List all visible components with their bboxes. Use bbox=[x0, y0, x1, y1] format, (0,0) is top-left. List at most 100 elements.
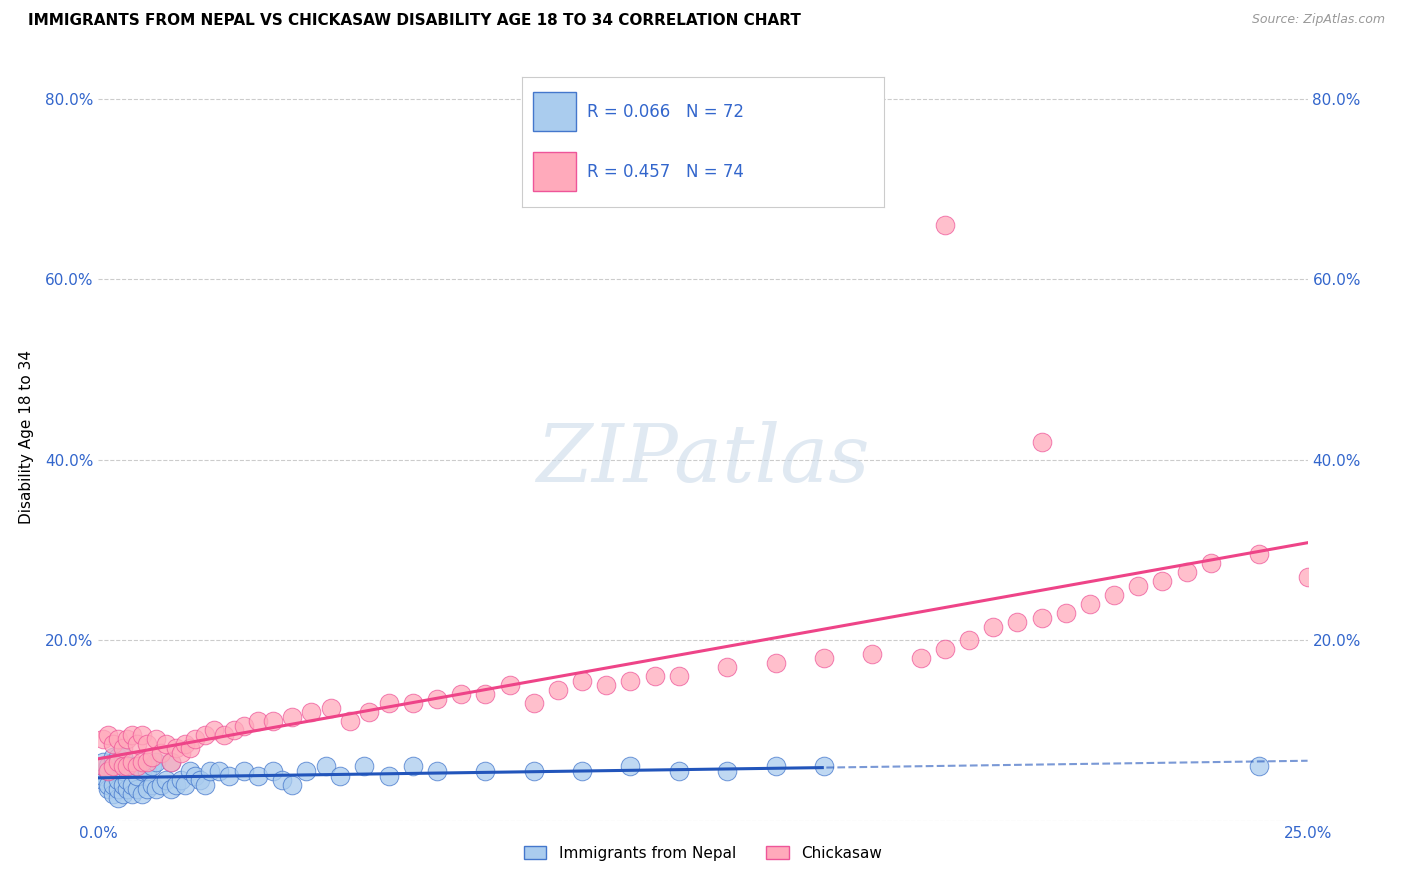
Point bbox=[295, 764, 318, 778]
Point bbox=[179, 764, 201, 778]
Point bbox=[981, 619, 1004, 633]
Point bbox=[111, 759, 134, 773]
Point bbox=[97, 728, 120, 742]
Point bbox=[644, 669, 666, 683]
Point bbox=[127, 737, 149, 751]
Point bbox=[194, 728, 217, 742]
Point bbox=[1152, 574, 1174, 589]
Point bbox=[111, 741, 134, 756]
Point bbox=[1175, 566, 1198, 580]
Point bbox=[131, 728, 153, 742]
Point bbox=[145, 732, 167, 747]
Point bbox=[329, 768, 352, 782]
Point bbox=[107, 782, 129, 797]
Point bbox=[194, 778, 217, 792]
Point bbox=[127, 759, 149, 773]
Point bbox=[165, 778, 187, 792]
Point bbox=[281, 778, 304, 792]
Point bbox=[117, 759, 139, 773]
Point bbox=[101, 737, 124, 751]
Point bbox=[262, 764, 284, 778]
Point bbox=[498, 678, 520, 692]
Point bbox=[107, 791, 129, 805]
Point bbox=[402, 759, 425, 773]
Point bbox=[141, 778, 163, 792]
Point bbox=[121, 787, 143, 801]
Point bbox=[111, 787, 134, 801]
Point bbox=[1007, 615, 1029, 629]
Point bbox=[450, 687, 472, 701]
Point bbox=[1199, 557, 1222, 571]
Point bbox=[299, 706, 322, 720]
Point bbox=[101, 755, 124, 769]
Point bbox=[271, 772, 294, 787]
Point bbox=[1054, 606, 1077, 620]
Point bbox=[957, 633, 980, 648]
Point bbox=[184, 768, 207, 782]
Point bbox=[91, 772, 114, 787]
Point bbox=[247, 714, 270, 729]
Point bbox=[91, 759, 114, 773]
Point bbox=[1249, 548, 1271, 562]
Point bbox=[141, 759, 163, 773]
Point bbox=[145, 782, 167, 797]
Point bbox=[111, 750, 134, 764]
Point bbox=[377, 696, 399, 710]
Point bbox=[571, 673, 593, 688]
Point bbox=[121, 728, 143, 742]
Point bbox=[813, 759, 835, 773]
Point bbox=[111, 764, 134, 778]
Point bbox=[402, 696, 425, 710]
Point bbox=[150, 778, 173, 792]
Point bbox=[934, 642, 956, 657]
Point bbox=[179, 741, 201, 756]
Point bbox=[474, 687, 496, 701]
Point bbox=[121, 755, 143, 769]
Point bbox=[198, 764, 221, 778]
Point bbox=[127, 768, 149, 782]
Point bbox=[765, 656, 787, 670]
Point bbox=[315, 759, 337, 773]
Point bbox=[232, 719, 254, 733]
Point bbox=[91, 755, 114, 769]
Point bbox=[141, 750, 163, 764]
Point bbox=[377, 768, 399, 782]
Point bbox=[117, 782, 139, 797]
Point bbox=[426, 691, 449, 706]
Point bbox=[281, 710, 304, 724]
Point bbox=[523, 696, 546, 710]
Point bbox=[204, 723, 226, 738]
Point bbox=[222, 723, 245, 738]
Point bbox=[97, 764, 120, 778]
Point bbox=[571, 764, 593, 778]
Point bbox=[1078, 597, 1101, 611]
Point bbox=[174, 737, 197, 751]
Point bbox=[232, 764, 254, 778]
Point bbox=[184, 732, 207, 747]
Point bbox=[101, 787, 124, 801]
Point bbox=[668, 764, 690, 778]
Point bbox=[155, 772, 177, 787]
Point bbox=[97, 759, 120, 773]
Text: IMMIGRANTS FROM NEPAL VS CHICKASAW DISABILITY AGE 18 TO 34 CORRELATION CHART: IMMIGRANTS FROM NEPAL VS CHICKASAW DISAB… bbox=[28, 13, 801, 29]
Point bbox=[1249, 759, 1271, 773]
Point bbox=[135, 755, 157, 769]
Point bbox=[1128, 579, 1150, 593]
Point bbox=[150, 746, 173, 760]
Text: ZIPatlas: ZIPatlas bbox=[536, 421, 870, 499]
Point bbox=[668, 669, 690, 683]
Point bbox=[160, 782, 183, 797]
Point bbox=[169, 772, 191, 787]
Point bbox=[474, 764, 496, 778]
Point bbox=[1296, 570, 1319, 584]
Point bbox=[247, 768, 270, 782]
Point bbox=[218, 768, 240, 782]
Point bbox=[339, 714, 361, 729]
Point bbox=[813, 651, 835, 665]
Y-axis label: Disability Age 18 to 34: Disability Age 18 to 34 bbox=[18, 350, 34, 524]
Point bbox=[523, 764, 546, 778]
Point bbox=[910, 651, 932, 665]
Point bbox=[155, 737, 177, 751]
Point bbox=[426, 764, 449, 778]
Point bbox=[595, 678, 617, 692]
